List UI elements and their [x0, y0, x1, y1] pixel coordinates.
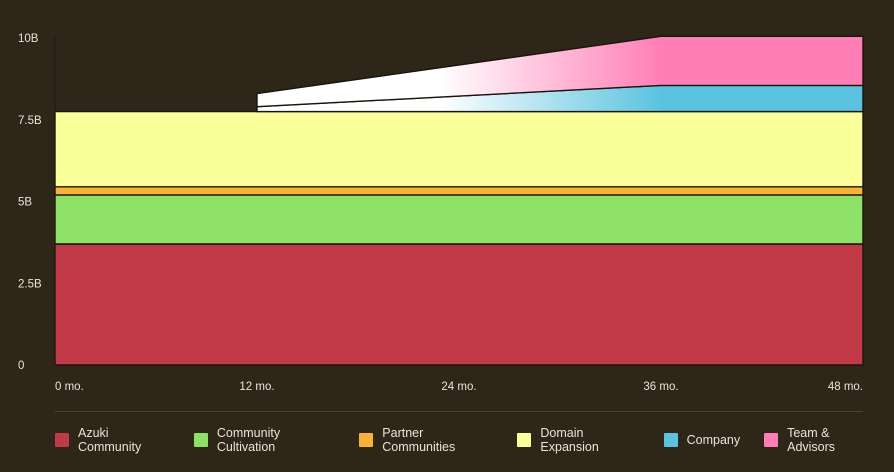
legend-item-partner-communities: Partner Communities [359, 426, 493, 454]
area-azuki-community [54, 243, 864, 366]
legend-label: Partner Communities [382, 426, 456, 454]
area-community-cultivation [54, 194, 864, 245]
legend-swatch [55, 433, 69, 447]
legend-label: Azuki Community [78, 426, 142, 454]
legend-swatch [359, 433, 374, 447]
legend-swatch [663, 433, 678, 447]
legend: Azuki Community Community Cultivation Part… [55, 426, 875, 454]
x-tick-label: 24 mo. [441, 381, 476, 393]
y-tick-label: 10B [18, 33, 39, 45]
area-partner-communities [54, 186, 864, 196]
y-tick-label: 7.5B [18, 115, 42, 127]
y-tick-label: 2.5B [18, 278, 42, 290]
legend-item-domain-expansion: Domain Expansion [517, 426, 639, 454]
legend-item-company: Company [663, 433, 741, 447]
legend-label: Company [686, 433, 741, 447]
x-tick-label: 12 mo. [239, 381, 274, 393]
area-domain-expansion [54, 110, 864, 188]
legend-item-azuki-community: Azuki Community [55, 426, 170, 454]
legend-label: Team & Advisors [787, 426, 836, 454]
y-tick-label: 5B [18, 197, 32, 209]
y-tick-label: 0 [18, 360, 24, 372]
legend-swatch [193, 433, 208, 447]
legend-swatch [517, 433, 532, 447]
x-tick-label: 0 mo. [55, 381, 84, 393]
axes: 0 2.5B 5B 7.5B 10B 0 mo. 12 mo. 24 mo. 36 mo. 48 … [18, 33, 863, 393]
area-layers [54, 35, 864, 366]
legend-label: Domain Expansion [540, 426, 599, 454]
legend-divider [55, 411, 863, 412]
area-team-advisors [256, 35, 864, 108]
x-tick-label: 36 mo. [643, 381, 678, 393]
legend-swatch [764, 433, 779, 447]
legend-item-community-cultivation: Community Cultivation [193, 426, 335, 454]
legend-label: Community Cultivation [216, 426, 281, 454]
legend-item-team-advisors: Team & Advisors [764, 426, 875, 454]
x-tick-label: 48 mo. [828, 381, 863, 393]
